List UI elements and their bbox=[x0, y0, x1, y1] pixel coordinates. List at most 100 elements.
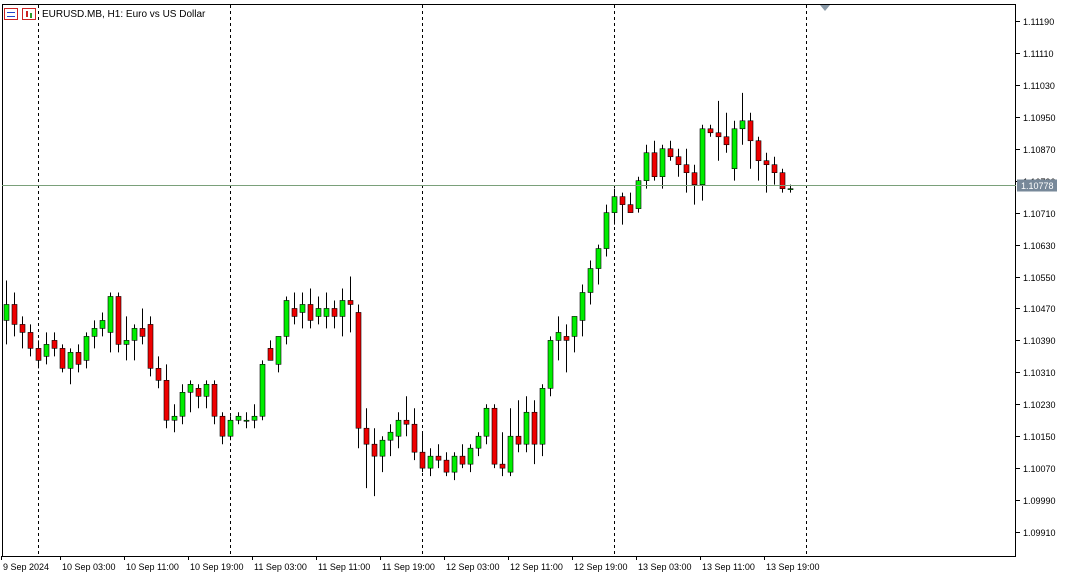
bull-candle bbox=[507, 435, 514, 473]
bear-candle bbox=[683, 164, 690, 173]
bear-candle bbox=[715, 132, 722, 138]
bear-candle bbox=[115, 296, 122, 345]
bull-candle bbox=[739, 120, 746, 130]
price-label: 1.10230 bbox=[1023, 400, 1056, 410]
bull-candle bbox=[659, 148, 666, 177]
bull-candle bbox=[523, 411, 530, 445]
bear-candle bbox=[499, 463, 506, 469]
bull-candle bbox=[555, 332, 562, 341]
bear-candle bbox=[195, 388, 202, 397]
price-label: 1.10070 bbox=[1023, 464, 1056, 474]
chart-settings-icon[interactable] bbox=[4, 8, 18, 20]
bear-candle bbox=[723, 136, 730, 146]
bull-candle bbox=[43, 344, 50, 357]
current-price-label: 1.10778 bbox=[1021, 181, 1054, 191]
price-label: 1.11190 bbox=[1023, 17, 1054, 27]
time-label: 13 Sep 19:00 bbox=[766, 562, 820, 572]
bull-candle bbox=[107, 296, 114, 333]
bull-candle bbox=[187, 384, 194, 393]
bull-candle bbox=[587, 268, 594, 293]
time-label: 10 Sep 03:00 bbox=[62, 562, 116, 572]
time-label: 13 Sep 11:00 bbox=[702, 562, 755, 572]
price-label: 1.10950 bbox=[1023, 113, 1056, 123]
price-label: 1.10150 bbox=[1023, 432, 1056, 442]
bull-candle bbox=[571, 316, 578, 337]
bull-candle bbox=[379, 439, 386, 457]
bull-candle bbox=[643, 152, 650, 181]
bull-candle bbox=[451, 455, 458, 473]
bull-candle bbox=[123, 340, 130, 345]
bull-candle bbox=[635, 180, 642, 209]
bull-candle bbox=[315, 308, 322, 317]
bear-candle bbox=[675, 156, 682, 166]
bear-candle bbox=[763, 160, 770, 166]
bull-candle bbox=[787, 188, 794, 190]
bull-candle bbox=[603, 212, 610, 249]
bull-candle bbox=[395, 419, 402, 437]
price-label: 1.10710 bbox=[1023, 209, 1056, 219]
bull-candle bbox=[83, 336, 90, 361]
bear-candle bbox=[563, 336, 570, 341]
bear-candle bbox=[435, 455, 442, 461]
bull-candle bbox=[131, 328, 138, 341]
bull-candle bbox=[483, 407, 490, 437]
bull-candle bbox=[171, 415, 178, 421]
bull-candle bbox=[275, 336, 282, 365]
bear-candle bbox=[419, 451, 426, 469]
bear-candle bbox=[267, 348, 274, 361]
bull-candle bbox=[91, 328, 98, 337]
price-label: 1.10470 bbox=[1023, 304, 1056, 314]
time-label: 11 Sep 11:00 bbox=[318, 562, 370, 572]
bull-candle bbox=[699, 128, 706, 185]
price-label: 1.10870 bbox=[1023, 145, 1056, 155]
bear-candle bbox=[651, 152, 658, 177]
bear-candle bbox=[139, 328, 146, 337]
bull-candle bbox=[3, 304, 10, 321]
bear-candle bbox=[627, 204, 634, 213]
bear-candle bbox=[75, 352, 82, 365]
symbol-title: EURUSD.MB, H1: Euro vs US Dollar bbox=[42, 8, 206, 20]
bear-candle bbox=[619, 196, 626, 205]
bear-candle bbox=[291, 308, 298, 317]
candles-icon[interactable] bbox=[22, 8, 36, 20]
bull-candle bbox=[427, 455, 434, 469]
plot-frame bbox=[2, 4, 1016, 557]
bull-candle bbox=[227, 419, 234, 437]
price-label: 1.10630 bbox=[1023, 241, 1056, 251]
bear-candle bbox=[331, 308, 338, 317]
bear-candle bbox=[163, 380, 170, 421]
bear-candle bbox=[411, 423, 418, 453]
bear-candle bbox=[707, 128, 714, 134]
time-label: 12 Sep 19:00 bbox=[574, 562, 628, 572]
time-label: 10 Sep 11:00 bbox=[126, 562, 179, 572]
bull-candle bbox=[203, 384, 210, 397]
bear-candle bbox=[211, 384, 218, 417]
bull-candle bbox=[547, 340, 554, 389]
price-label: 1.10550 bbox=[1023, 273, 1056, 283]
time-label: 12 Sep 11:00 bbox=[510, 562, 563, 572]
bull-candle bbox=[251, 415, 258, 421]
bull-candle bbox=[99, 320, 106, 329]
bull-candle bbox=[323, 308, 330, 317]
bull-candle bbox=[299, 304, 306, 313]
time-label: 10 Sep 19:00 bbox=[190, 562, 244, 572]
bear-candle bbox=[347, 300, 354, 305]
bear-candle bbox=[371, 443, 378, 457]
bear-candle bbox=[35, 348, 42, 361]
bull-candle bbox=[387, 431, 394, 441]
bear-candle bbox=[491, 407, 498, 465]
price-label: 1.09990 bbox=[1023, 496, 1056, 506]
time-label: 13 Sep 03:00 bbox=[638, 562, 692, 572]
bull-candle bbox=[259, 364, 266, 417]
bear-candle bbox=[363, 427, 370, 445]
bull-candle bbox=[539, 388, 546, 445]
bear-candle bbox=[531, 411, 538, 445]
current-price-badge bbox=[1017, 179, 1057, 192]
bear-candle bbox=[355, 312, 362, 429]
bear-candle bbox=[11, 304, 18, 325]
bear-candle bbox=[27, 332, 34, 349]
bear-candle bbox=[779, 172, 786, 189]
bear-candle bbox=[515, 435, 522, 445]
